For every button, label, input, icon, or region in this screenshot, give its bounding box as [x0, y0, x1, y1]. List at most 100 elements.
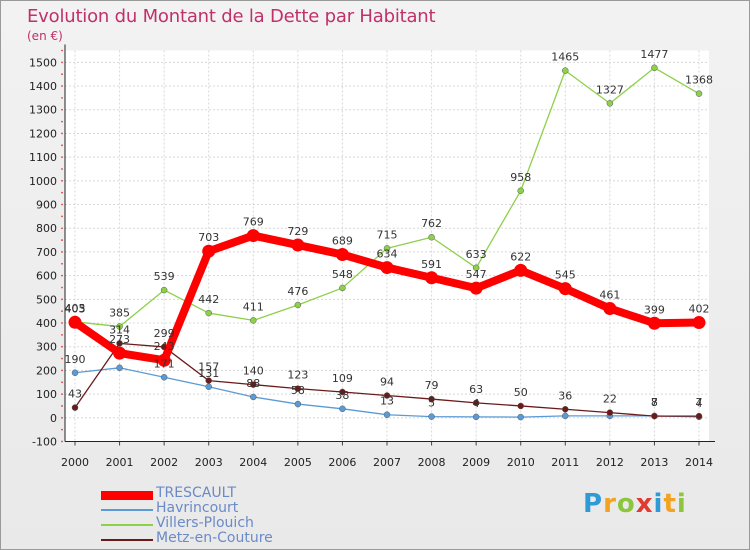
legend-swatch	[101, 509, 153, 511]
data-label-metz-en-couture: 299	[154, 327, 175, 340]
y-tick-label: 1200	[29, 127, 57, 140]
logo-letter: r	[603, 489, 617, 519]
y-axis-dot	[61, 251, 63, 253]
data-label-metz-en-couture: 43	[68, 388, 82, 401]
y-axis-dot	[61, 49, 63, 52]
data-point-villers-plouich	[472, 264, 480, 272]
y-axis-dot	[61, 156, 63, 159]
data-label-trescault: 622	[510, 250, 531, 263]
data-label-villers-plouich: 1368	[685, 74, 713, 87]
data-point-metz-en-couture	[472, 399, 480, 407]
x-tick-label: 2007	[373, 456, 401, 469]
data-point-villers-plouich	[695, 90, 703, 97]
data-point-metz-en-couture	[517, 402, 524, 410]
data-point-metz-en-couture	[383, 392, 391, 399]
data-point-trescault	[68, 315, 82, 329]
data-label-villers-plouich: 411	[243, 300, 264, 313]
y-tick-label: 700	[36, 246, 57, 259]
y-axis-dot	[61, 393, 63, 396]
y-tick-label: -100	[32, 436, 57, 449]
data-label-trescault: 545	[555, 269, 576, 282]
data-point-trescault	[469, 281, 483, 295]
data-label-trescault: 634	[377, 248, 398, 261]
data-point-havrincourt	[472, 413, 480, 421]
data-label-metz-en-couture: 157	[198, 361, 219, 374]
data-label-villers-plouich: 715	[377, 228, 398, 241]
legend-label: Metz-en-Couture	[156, 530, 273, 546]
legend-swatch	[101, 490, 153, 500]
data-label-havrincourt: 8	[651, 396, 658, 409]
y-axis-dot	[61, 369, 63, 372]
x-tick-label: 2011	[551, 456, 579, 469]
data-point-villers-plouich	[606, 100, 614, 107]
data-point-villers-plouich	[339, 284, 346, 292]
y-tick-label: 1300	[29, 104, 57, 117]
data-point-trescault	[558, 282, 572, 296]
y-axis-dot	[61, 286, 63, 289]
data-point-trescault	[291, 238, 305, 252]
data-point-trescault	[335, 248, 349, 262]
logo-letter: i	[676, 489, 687, 519]
data-label-havrincourt: 4	[696, 397, 703, 410]
data-point-villers-plouich	[562, 67, 569, 74]
data-point-trescault	[425, 271, 439, 285]
y-axis-dot	[61, 345, 63, 348]
data-point-villers-plouich	[116, 323, 123, 330]
data-label-villers-plouich: 958	[510, 171, 531, 184]
legend-swatch	[101, 524, 153, 526]
data-label-metz-en-couture: 7	[696, 396, 703, 409]
data-point-villers-plouich	[294, 301, 302, 309]
data-label-metz-en-couture: 140	[243, 365, 264, 378]
data-point-villers-plouich	[383, 245, 391, 252]
y-axis-dot	[61, 274, 63, 277]
data-label-havrincourt: 4	[473, 397, 480, 410]
data-label-metz-en-couture: 79	[425, 379, 439, 392]
y-axis-dot	[61, 405, 63, 407]
data-point-villers-plouich	[205, 309, 212, 317]
y-axis-dot	[61, 144, 63, 147]
data-label-trescault: 403	[65, 302, 86, 315]
data-label-havrincourt: 88	[246, 377, 260, 390]
data-label-villers-plouich: 1477	[640, 48, 668, 61]
data-label-trescault: 689	[332, 235, 353, 248]
data-label-metz-en-couture: 7	[651, 396, 658, 409]
data-label-villers-plouich: 548	[332, 268, 353, 281]
x-tick-label: 2001	[106, 456, 134, 469]
y-axis-dot	[61, 239, 63, 241]
y-axis-dot	[61, 191, 63, 194]
y-axis-dot	[61, 262, 63, 265]
y-axis-dot	[61, 85, 63, 87]
data-point-metz-en-couture	[428, 395, 435, 403]
logo-letter: o	[616, 489, 636, 519]
data-label-villers-plouich: 762	[421, 217, 442, 230]
logo-letter: P	[583, 489, 604, 519]
data-label-villers-plouich: 1465	[551, 51, 579, 64]
data-point-havrincourt	[294, 400, 302, 408]
data-point-havrincourt	[116, 364, 123, 372]
y-tick-label: 1000	[29, 175, 57, 188]
data-label-metz-en-couture: 63	[469, 383, 483, 396]
y-tick-label: 400	[36, 317, 57, 330]
y-axis-dot	[61, 428, 63, 431]
data-label-havrincourt: 190	[65, 353, 86, 366]
x-tick-label: 2003	[195, 456, 223, 469]
y-axis-dot	[61, 73, 63, 76]
y-tick-label: 900	[36, 199, 57, 212]
y-tick-label: 800	[36, 222, 57, 235]
data-label-metz-en-couture: 123	[287, 369, 308, 382]
data-label-havrincourt: 13	[380, 395, 394, 408]
data-label-metz-en-couture: 50	[514, 386, 528, 399]
x-tick-label: 2002	[150, 456, 178, 469]
y-tick-label: 500	[36, 293, 57, 306]
data-label-villers-plouich: 385	[109, 307, 130, 320]
data-label-havrincourt: 58	[291, 384, 305, 397]
data-label-trescault: 273	[109, 333, 130, 346]
y-axis-dot	[61, 416, 63, 419]
data-point-metz-en-couture	[695, 412, 703, 420]
data-label-villers-plouich: 405	[65, 302, 86, 315]
y-tick-label: 1500	[29, 56, 57, 69]
legend-swatch	[101, 539, 153, 541]
data-point-villers-plouich	[250, 317, 257, 324]
unit-label: (en €)	[27, 29, 63, 43]
data-point-trescault	[202, 244, 216, 258]
